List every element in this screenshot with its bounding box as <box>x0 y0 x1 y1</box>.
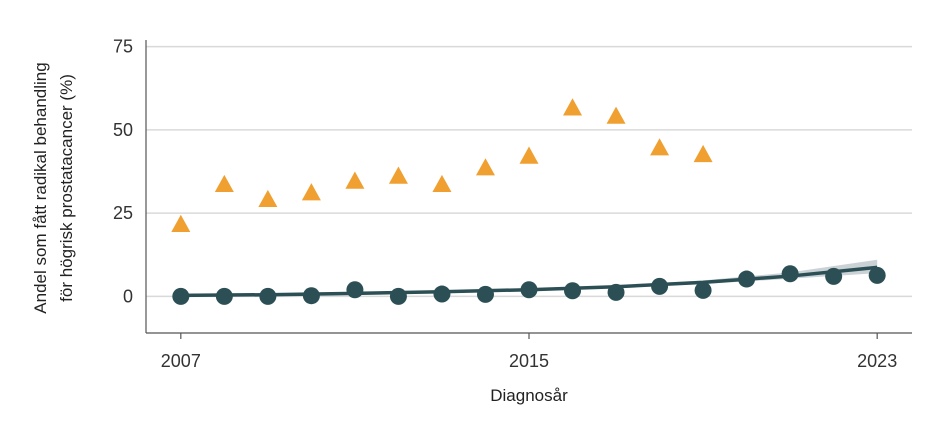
triangle-point-2011 <box>345 171 365 189</box>
triangle-point-2008 <box>214 174 234 193</box>
circle-point-2011 <box>346 281 364 299</box>
y-tick-label: 50 <box>113 120 133 140</box>
circle-point-2013 <box>433 285 451 303</box>
circle-point-2023 <box>868 266 886 284</box>
circle-point-2020 <box>738 270 756 288</box>
y-tick-label: 75 <box>113 37 133 57</box>
triangle-point-2015 <box>519 146 539 164</box>
circle-point-2010 <box>302 287 320 305</box>
triangle-point-2018 <box>650 138 670 156</box>
grid-layer <box>146 45 912 298</box>
circle-point-2022 <box>825 267 843 285</box>
triangle-point-2007 <box>171 214 191 232</box>
triangle-point-2014 <box>475 158 495 176</box>
circle-point-2012 <box>389 287 407 305</box>
circle-point-2014 <box>476 285 494 303</box>
y-axis-title-line-2: för högrisk prostatacancer (%) <box>57 74 76 302</box>
x-axis-title: Diagnosår <box>490 386 568 405</box>
label-layer: Diagnosår Andel som fått radikal behandl… <box>31 37 897 405</box>
triangle-point-2017 <box>606 106 626 124</box>
marker-layer <box>171 98 886 305</box>
triangle-point-2013 <box>432 174 452 193</box>
circle-point-2009 <box>259 287 277 305</box>
circle-point-2007 <box>172 287 190 305</box>
circle-point-2015 <box>520 281 538 299</box>
axis-layer <box>145 40 912 339</box>
x-tick-label: 2023 <box>857 351 897 371</box>
circle-point-2016 <box>564 282 582 300</box>
y-tick-label: 0 <box>123 286 133 306</box>
circle-point-2008 <box>215 287 233 305</box>
circle-point-2019 <box>694 281 712 299</box>
circle-point-2017 <box>607 283 625 301</box>
triangle-point-2009 <box>258 189 278 208</box>
y-axis-title-line-1: Andel som fått radikal behandling <box>31 62 50 313</box>
y-tick-label: 25 <box>113 203 133 223</box>
confidence-band-layer <box>180 259 878 296</box>
circle-point-2021 <box>781 265 799 283</box>
x-tick-label: 2015 <box>509 351 549 371</box>
circle-point-2018 <box>651 277 669 295</box>
triangle-point-2012 <box>388 166 408 184</box>
triangle-point-2010 <box>301 183 321 201</box>
triangle-point-2019 <box>693 144 713 163</box>
confidence-band <box>180 259 878 296</box>
triangle-point-2016 <box>563 98 583 116</box>
x-tick-label: 2007 <box>161 351 201 371</box>
